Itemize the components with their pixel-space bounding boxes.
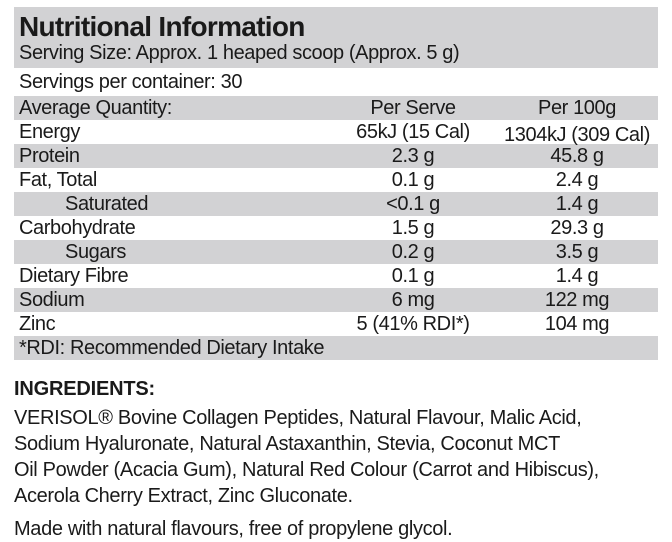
per-serve-value: 5 (41% RDI*): [356, 313, 470, 335]
table-row-dietary-fibre: Dietary Fibre 0.1 g 1.4 g: [14, 264, 658, 288]
per-serve-value: 6 mg: [391, 289, 435, 311]
per-100g-value: 1.4 g: [555, 193, 599, 215]
column-header-average-quantity: Average Quantity:: [19, 97, 172, 119]
ingredients-text-line: Sodium Hyaluronate, Natural Astaxanthin,…: [14, 433, 560, 455]
ingredients-text-line: Oil Powder (Acacia Gum), Natural Red Col…: [14, 459, 599, 481]
nutrient-name: Carbohydrate: [19, 217, 136, 239]
ingredients-text-line: VERISOL® Bovine Collagen Peptides, Natur…: [14, 407, 582, 429]
made-with-note: Made with natural flavours, free of prop…: [14, 518, 453, 540]
nutrient-name: Saturated: [65, 193, 149, 215]
table-row-protein: Protein 2.3 g 45.8 g: [14, 144, 658, 168]
panel-header-block: Nutritional Information Serving Size: Ap…: [14, 7, 658, 68]
per-100g-value: 1.4 g: [555, 265, 599, 287]
ingredients-section: INGREDIENTS: VERISOL® Bovine Collagen Pe…: [14, 377, 658, 542]
per-serve-value: 0.2 g: [391, 241, 435, 263]
per-serve-value: 65kJ (15 Cal): [356, 121, 470, 143]
per-serve-value: 2.3 g: [391, 145, 435, 167]
table-row-sugars: Sugars 0.2 g 3.5 g: [14, 240, 658, 264]
nutrient-name: Energy: [19, 121, 80, 143]
table-row-saturated: Saturated <0.1 g 1.4 g: [14, 192, 658, 216]
per-serve-value: 0.1 g: [391, 169, 435, 191]
table-row-carbohydrate: Carbohydrate 1.5 g 29.3 g: [14, 216, 658, 240]
rdi-footnote: *RDI: Recommended Dietary Intake: [14, 336, 658, 360]
per-100g-value: 29.3 g: [550, 217, 604, 239]
per-100g-value: 45.8 g: [550, 145, 604, 167]
per-serve-value: 0.1 g: [391, 265, 435, 287]
ingredients-text-line: Acerola Cherry Extract, Zinc Gluconate.: [14, 485, 353, 507]
ingredients-heading: INGREDIENTS:: [14, 378, 155, 400]
column-header-per-100g: Per 100g: [538, 97, 616, 119]
table-row-energy: Energy 65kJ (15 Cal) 1304kJ (309 Cal): [14, 120, 658, 146]
column-header-per-serve: Per Serve: [370, 97, 456, 119]
panel-title: Nutritional Information: [19, 11, 305, 42]
servings-per-container-text: Servings per container: 30: [19, 71, 243, 93]
nutrient-name: Sodium: [19, 289, 85, 311]
nutrient-name: Dietary Fibre: [19, 265, 129, 287]
per-serve-value: 1.5 g: [391, 217, 435, 239]
nutrition-table: Average Quantity: Per Serve Per 100g Ene…: [14, 96, 658, 336]
per-100g-value: 122 mg: [544, 289, 610, 311]
table-row-sodium: Sodium 6 mg 122 mg: [14, 288, 658, 312]
table-header-row: Average Quantity: Per Serve Per 100g: [14, 96, 658, 120]
per-serve-value: <0.1 g: [386, 193, 440, 215]
per-100g-value: 1304kJ (309 Cal): [504, 124, 650, 146]
nutrient-name: Sugars: [65, 241, 126, 263]
nutrient-name: Fat, Total: [19, 169, 97, 191]
table-row-zinc: Zinc 5 (41% RDI*) 104 mg: [14, 312, 658, 336]
serving-size-text: Serving Size: Approx. 1 heaped scoop (Ap…: [19, 42, 460, 64]
table-row-fat-total: Fat, Total 0.1 g 2.4 g: [14, 168, 658, 192]
per-100g-value: 3.5 g: [555, 241, 599, 263]
nutrient-name: Protein: [19, 145, 80, 167]
nutrient-name: Zinc: [19, 313, 56, 335]
per-100g-value: 2.4 g: [555, 169, 599, 191]
per-100g-value: 104 mg: [544, 313, 610, 335]
